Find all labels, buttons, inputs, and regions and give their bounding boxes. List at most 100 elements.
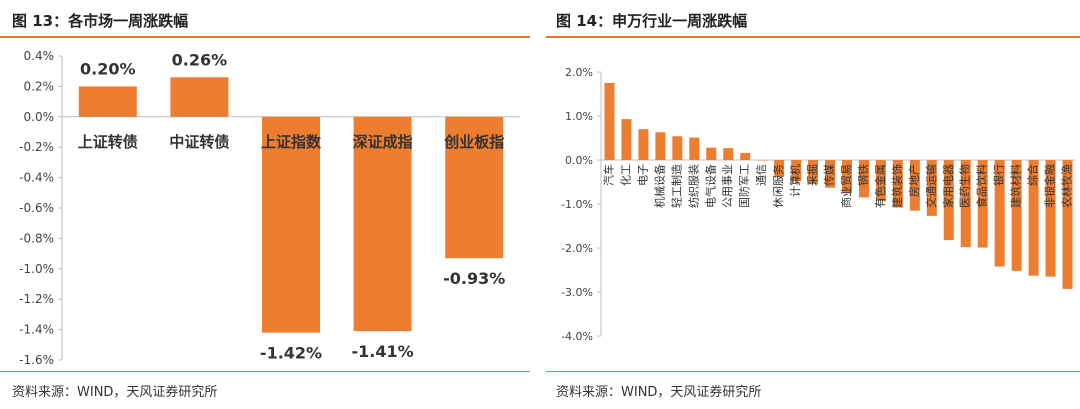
category-label: 家用电器	[941, 164, 955, 208]
source-note: 资料来源：WIND，天风证券研究所	[556, 385, 762, 400]
bar	[926, 160, 937, 216]
bar	[1011, 160, 1022, 271]
y-tick-label: -0.2%	[19, 140, 54, 154]
bar	[1028, 160, 1039, 276]
category-label: 房地产	[907, 164, 921, 197]
title-rule	[546, 36, 1080, 38]
y-tick-label: -1.0%	[19, 262, 54, 276]
data-label: -1.42%	[260, 344, 322, 363]
category-label: 轻工制造	[669, 164, 683, 208]
y-tick-label: -1.6%	[19, 353, 54, 367]
data-label: -1.41%	[352, 342, 414, 361]
category-label: 机械设备	[652, 164, 666, 208]
y-tick-label: -4.0%	[561, 330, 593, 343]
bar	[638, 129, 649, 160]
category-label: 汽车	[601, 164, 615, 186]
y-tick-label: 2.0%	[565, 66, 593, 79]
category-label: 中证转债	[169, 133, 229, 151]
bar	[757, 160, 768, 161]
category-label: 钢铁	[857, 164, 870, 186]
industry-weekly-bar-chart: 2.0% 1.0% 0.0% -1.0% -2.0% -3.0% -4.0% 汽车 化工 电子 机械…	[561, 66, 1076, 343]
y-tick-label: 0.4%	[24, 49, 55, 63]
bar	[825, 160, 836, 188]
bar	[672, 136, 683, 160]
y-tick-label: -0.6%	[19, 201, 54, 215]
data-label: -0.93%	[443, 269, 505, 288]
category-label: 有色金属	[873, 164, 887, 208]
source-note: 资料来源：WIND，天风证券研究所	[12, 385, 218, 400]
bar	[1062, 160, 1073, 289]
y-tick-label: -0.8%	[19, 231, 54, 245]
market-weekly-bar-chart: 0.4% 0.2% 0.0% -0.2% -0.4% -0.6% -0.8% -1.0% -1.…	[19, 49, 520, 367]
bar	[909, 160, 920, 211]
category-label: 计算机	[788, 164, 802, 197]
y-tick-label: 0.2%	[24, 79, 55, 93]
y-tick-label: -2.0%	[561, 242, 593, 255]
bar	[445, 116, 504, 259]
category-label: 公用事业	[721, 164, 734, 208]
category-label: 通信	[755, 164, 768, 186]
category-label: 农林牧渔	[1060, 164, 1074, 208]
bar	[655, 132, 666, 160]
bar	[353, 116, 412, 332]
category-label: 上证指数	[261, 133, 322, 151]
bar	[858, 160, 869, 198]
chart-title: 图 14：申万行业一周涨跌幅	[556, 12, 748, 30]
y-tick-label: -1.4%	[19, 323, 54, 337]
data-label: 0.26%	[172, 50, 228, 69]
bar	[875, 160, 886, 201]
category-label: 银行	[992, 164, 1006, 186]
bar	[892, 160, 903, 208]
category-label: 综合	[1026, 164, 1040, 186]
data-label: 0.20%	[80, 59, 136, 78]
category-label: 建筑装饰	[890, 164, 904, 208]
y-tick-label: -1.2%	[19, 292, 54, 306]
y-tick-label: 0.0%	[24, 110, 55, 124]
bar	[808, 160, 819, 185]
bar	[706, 147, 717, 160]
bar	[78, 86, 137, 117]
bar	[1045, 160, 1056, 277]
category-label: 休闲服务	[771, 164, 785, 208]
category-label: 国防军工	[737, 164, 751, 208]
bar	[791, 160, 802, 182]
bar	[621, 119, 632, 160]
category-label: 采掘	[805, 164, 819, 186]
category-label: 交通运输	[924, 164, 938, 208]
bar	[994, 160, 1005, 267]
chart-panel-industry-weekly: 图 14：申万行业一周涨跌幅 2.0% 1.0% 0.0% -1.0% -2.0% -3.…	[546, 0, 1080, 409]
bar	[774, 160, 785, 177]
category-label: 非银金融	[1043, 164, 1057, 208]
category-label: 电气设备	[703, 164, 717, 208]
chart-panel-market-weekly: 图 13：各市场一周涨跌幅 0.4% 0.2% 0.0% -0.2% -0.4% -0.6…	[0, 0, 530, 409]
y-tick-label: -3.0%	[561, 286, 593, 299]
bar	[604, 83, 615, 160]
category-label: 建筑材料	[1009, 164, 1023, 208]
bar	[841, 160, 852, 193]
category-label: 电子	[636, 164, 649, 186]
category-label: 创业板指	[443, 133, 504, 151]
footer-rule	[0, 371, 530, 372]
y-tick-label: -0.4%	[19, 171, 54, 185]
title-rule	[0, 36, 530, 38]
category-label: 医药生物	[958, 164, 972, 208]
category-label: 商业贸易	[839, 164, 853, 208]
y-tick-label: -1.0%	[561, 198, 593, 211]
bar	[960, 160, 971, 248]
y-tick-label: 0.0%	[565, 154, 593, 167]
bar	[943, 160, 954, 241]
chart-title: 图 13：各市场一周涨跌幅	[12, 12, 189, 30]
bar	[723, 148, 734, 160]
category-label: 上证转债	[78, 133, 138, 151]
y-tick-label: 1.0%	[565, 110, 593, 123]
category-label: 深证成指	[353, 133, 413, 151]
footer-rule	[546, 371, 1080, 372]
category-label: 化工	[618, 164, 632, 186]
bar	[170, 77, 229, 117]
bar	[689, 137, 700, 160]
category-label: 食品饮料	[975, 164, 989, 208]
bar	[262, 116, 320, 333]
category-label: 纺织服装	[686, 164, 700, 208]
bar	[740, 152, 751, 160]
bar	[977, 160, 988, 248]
